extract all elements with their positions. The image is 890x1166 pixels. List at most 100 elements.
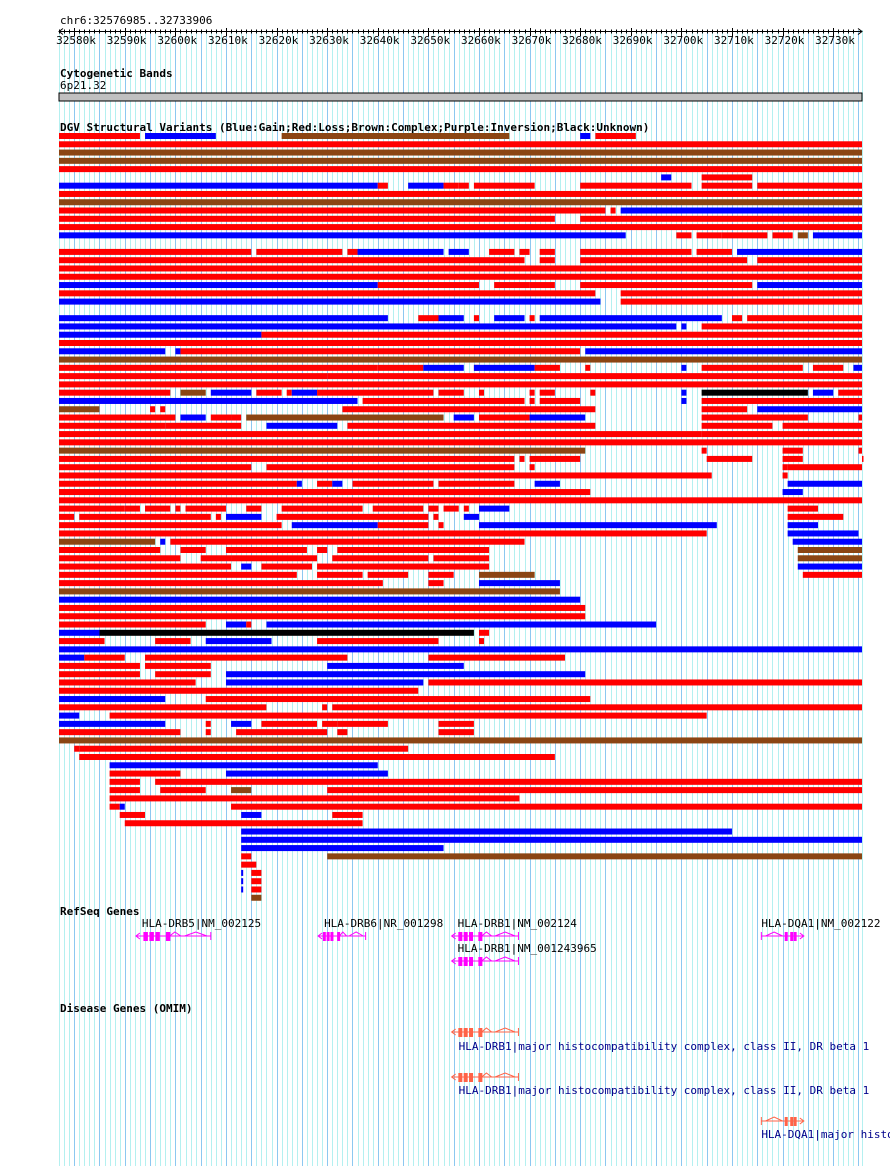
gain-variant-bar[interactable] (225, 621, 247, 628)
loss-variant-bar[interactable] (347, 248, 358, 255)
loss-variant-bar[interactable] (428, 654, 565, 661)
loss-variant-bar[interactable] (347, 422, 596, 429)
loss-variant-bar[interactable] (59, 662, 140, 669)
gain-variant-bar[interactable] (59, 720, 166, 727)
loss-variant-bar[interactable] (539, 248, 555, 255)
gain-variant-bar[interactable] (580, 133, 591, 139)
gain-variant-bar[interactable] (478, 505, 510, 512)
loss-variant-bar[interactable] (782, 472, 788, 479)
refseq-gene-label[interactable]: HLA-DQA1|NM_002122 (761, 917, 881, 930)
gain-variant-bar[interactable] (585, 348, 862, 355)
loss-variant-bar[interactable] (59, 679, 196, 686)
loss-variant-bar[interactable] (701, 406, 748, 413)
gain-variant-bar[interactable] (266, 422, 338, 429)
loss-variant-bar[interactable] (59, 704, 267, 711)
loss-variant-bar[interactable] (489, 248, 515, 255)
loss-variant-bar[interactable] (529, 389, 535, 396)
loss-variant-bar[interactable] (170, 538, 525, 545)
gain-variant-bar[interactable] (737, 248, 862, 255)
loss-variant-bar[interactable] (261, 563, 312, 570)
loss-variant-bar[interactable] (59, 290, 596, 297)
loss-variant-bar[interactable] (731, 315, 743, 322)
loss-variant-bar[interactable] (59, 224, 862, 231)
loss-variant-bar[interactable] (59, 563, 232, 570)
loss-variant-bar[interactable] (124, 820, 363, 827)
loss-variant-bar[interactable] (59, 621, 206, 628)
loss-variant-bar[interactable] (433, 555, 490, 562)
gain-variant-bar[interactable] (448, 248, 469, 255)
loss-variant-bar[interactable] (59, 265, 862, 272)
complex-variant-bar[interactable] (59, 199, 862, 206)
loss-variant-bar[interactable] (165, 422, 242, 429)
loss-variant-bar[interactable] (79, 745, 409, 752)
loss-variant-bar[interactable] (281, 505, 363, 512)
gain-variant-bar[interactable] (812, 232, 862, 239)
omim-gene-glyph[interactable] (450, 1027, 519, 1037)
loss-variant-bar[interactable] (59, 638, 105, 645)
refseq-gene-label[interactable]: HLA-DRB1|NM_001243965 (457, 942, 597, 955)
loss-variant-bar[interactable] (150, 406, 156, 413)
loss-variant-bar[interactable] (160, 406, 166, 413)
loss-variant-bar[interactable] (438, 480, 515, 487)
omim-gene-glyph[interactable] (760, 1116, 805, 1126)
loss-variant-bar[interactable] (332, 555, 429, 562)
complex-variant-bar[interactable] (246, 414, 444, 421)
gain-variant-bar[interactable] (782, 489, 803, 496)
loss-variant-bar[interactable] (59, 522, 282, 529)
loss-variant-bar[interactable] (580, 182, 692, 189)
complex-variant-bar[interactable] (59, 406, 100, 413)
complex-variant-bar[interactable] (59, 149, 862, 156)
refseq-gene-glyph[interactable] (450, 931, 519, 941)
loss-variant-bar[interactable] (185, 373, 328, 380)
gain-variant-bar[interactable] (494, 315, 525, 322)
loss-variant-bar[interactable] (59, 571, 297, 578)
ruler[interactable] (58, 28, 863, 36)
loss-variant-bar[interactable] (236, 729, 328, 736)
complex-variant-bar[interactable] (180, 389, 206, 396)
gain-variant-bar[interactable] (438, 315, 464, 322)
gain-variant-bar[interactable] (792, 538, 862, 545)
loss-variant-bar[interactable] (251, 878, 262, 885)
loss-variant-bar[interactable] (332, 811, 363, 818)
loss-variant-bar[interactable] (175, 505, 181, 512)
loss-variant-bar[interactable] (696, 248, 732, 255)
gain-variant-bar[interactable] (797, 563, 862, 570)
loss-variant-bar[interactable] (74, 745, 80, 752)
loss-variant-bar[interactable] (595, 133, 636, 139)
loss-variant-bar[interactable] (701, 431, 862, 438)
loss-variant-bar[interactable] (428, 679, 862, 686)
loss-variant-bar[interactable] (59, 364, 378, 371)
gain-variant-bar[interactable] (231, 720, 252, 727)
loss-variant-bar[interactable] (620, 290, 862, 297)
loss-variant-bar[interactable] (241, 853, 252, 860)
gain-variant-bar[interactable] (119, 803, 125, 810)
loss-variant-bar[interactable] (787, 513, 844, 520)
cytoband-ideogram[interactable] (58, 92, 863, 102)
loss-variant-bar[interactable] (701, 422, 773, 429)
loss-variant-bar[interactable] (696, 232, 722, 239)
omim-gene-glyph[interactable] (450, 1072, 519, 1082)
unknown-variant-bar[interactable] (99, 629, 474, 636)
gain-variant-bar[interactable] (205, 638, 272, 645)
loss-variant-bar[interactable] (79, 513, 186, 520)
loss-variant-bar[interactable] (225, 547, 307, 553)
gain-variant-bar[interactable] (757, 282, 862, 289)
loss-variant-bar[interactable] (443, 505, 459, 512)
gain-variant-bar[interactable] (291, 522, 378, 529)
loss-variant-bar[interactable] (580, 257, 748, 264)
complex-variant-bar[interactable] (231, 787, 252, 794)
loss-variant-bar[interactable] (377, 182, 388, 189)
loss-variant-bar[interactable] (701, 447, 707, 454)
loss-variant-bar[interactable] (276, 513, 429, 520)
gain-variant-bar[interactable] (59, 696, 166, 703)
loss-variant-bar[interactable] (519, 455, 525, 462)
gain-variant-bar[interactable] (529, 414, 586, 421)
gain-variant-bar[interactable] (59, 348, 166, 355)
loss-variant-bar[interactable] (458, 182, 469, 189)
gain-variant-bar[interactable] (59, 629, 100, 636)
loss-variant-bar[interactable] (787, 464, 862, 471)
loss-variant-bar[interactable] (534, 364, 560, 371)
loss-variant-bar[interactable] (59, 414, 176, 421)
loss-variant-bar[interactable] (160, 787, 206, 794)
gain-variant-bar[interactable] (787, 530, 859, 537)
